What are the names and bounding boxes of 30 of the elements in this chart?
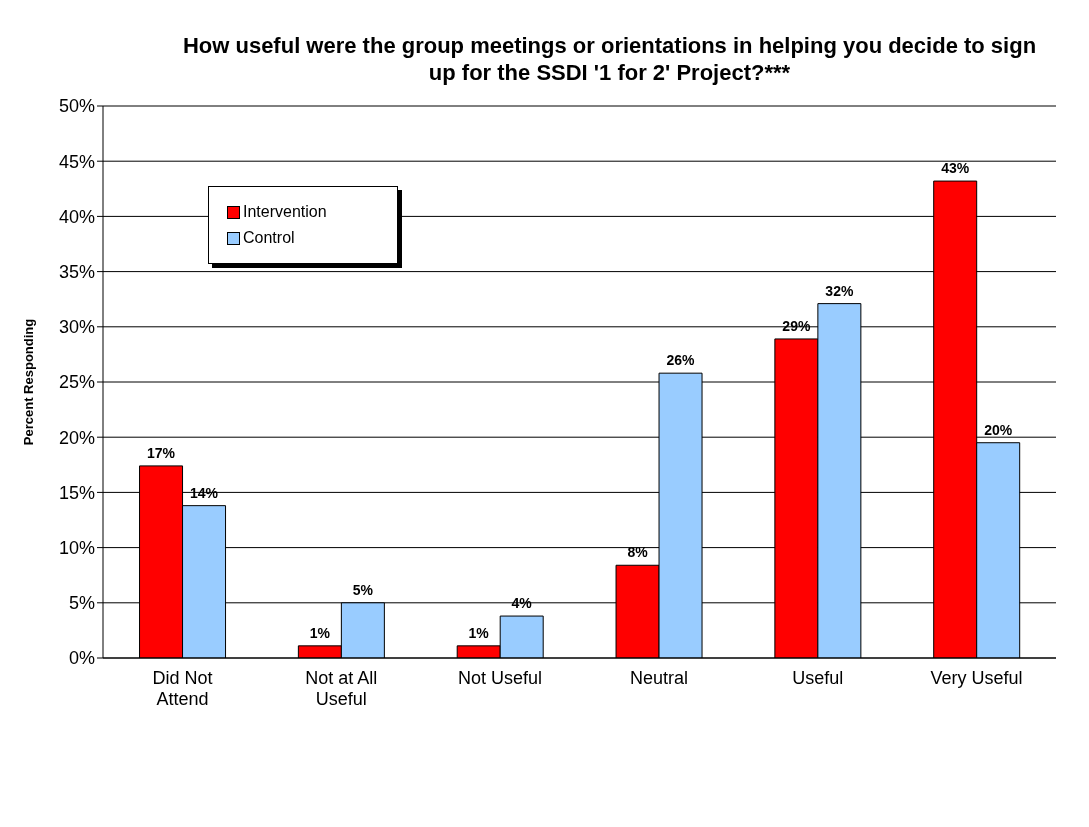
y-tick-label: 40% bbox=[58, 206, 95, 227]
data-label: 26% bbox=[666, 352, 696, 369]
y-axis-title: Percent Responding bbox=[20, 318, 36, 446]
data-label: 1% bbox=[468, 624, 490, 641]
x-tick-label: Not Useful bbox=[458, 668, 543, 688]
x-tick-label: Neutral bbox=[629, 668, 688, 688]
chart-title: How useful were the group meetings or orientations in helping you decide to sign up for the SSDI '1 for 2' Project?*** bbox=[181, 32, 1038, 86]
y-tick-label: 0% bbox=[68, 648, 95, 669]
data-label: 1% bbox=[309, 624, 331, 641]
data-label: 43% bbox=[941, 160, 970, 177]
x-tick-label: Useful bbox=[792, 668, 844, 688]
x-tick-label: Very Useful bbox=[930, 668, 1023, 688]
legend-label: Control bbox=[242, 229, 296, 247]
x-tick-label: Not at All Useful bbox=[305, 668, 378, 709]
data-label: 17% bbox=[147, 444, 176, 461]
y-tick-label: 20% bbox=[58, 427, 95, 448]
legend-label: Intervention bbox=[242, 203, 328, 221]
data-label: 5% bbox=[352, 581, 374, 598]
y-tick-label: 50% bbox=[58, 96, 95, 117]
data-label: 8% bbox=[627, 544, 649, 561]
y-tick-label: 30% bbox=[58, 317, 95, 338]
y-tick-label: 45% bbox=[58, 151, 95, 172]
data-label: 32% bbox=[825, 282, 854, 299]
y-tick-label: 25% bbox=[58, 372, 95, 393]
y-tick-label: 5% bbox=[68, 593, 95, 614]
x-tick-label: Did Not Attend bbox=[152, 668, 213, 709]
data-label: 20% bbox=[984, 421, 1013, 438]
y-tick-label: 10% bbox=[58, 537, 95, 558]
y-tick-label: 15% bbox=[58, 482, 95, 503]
y-tick-label: 35% bbox=[58, 261, 95, 282]
